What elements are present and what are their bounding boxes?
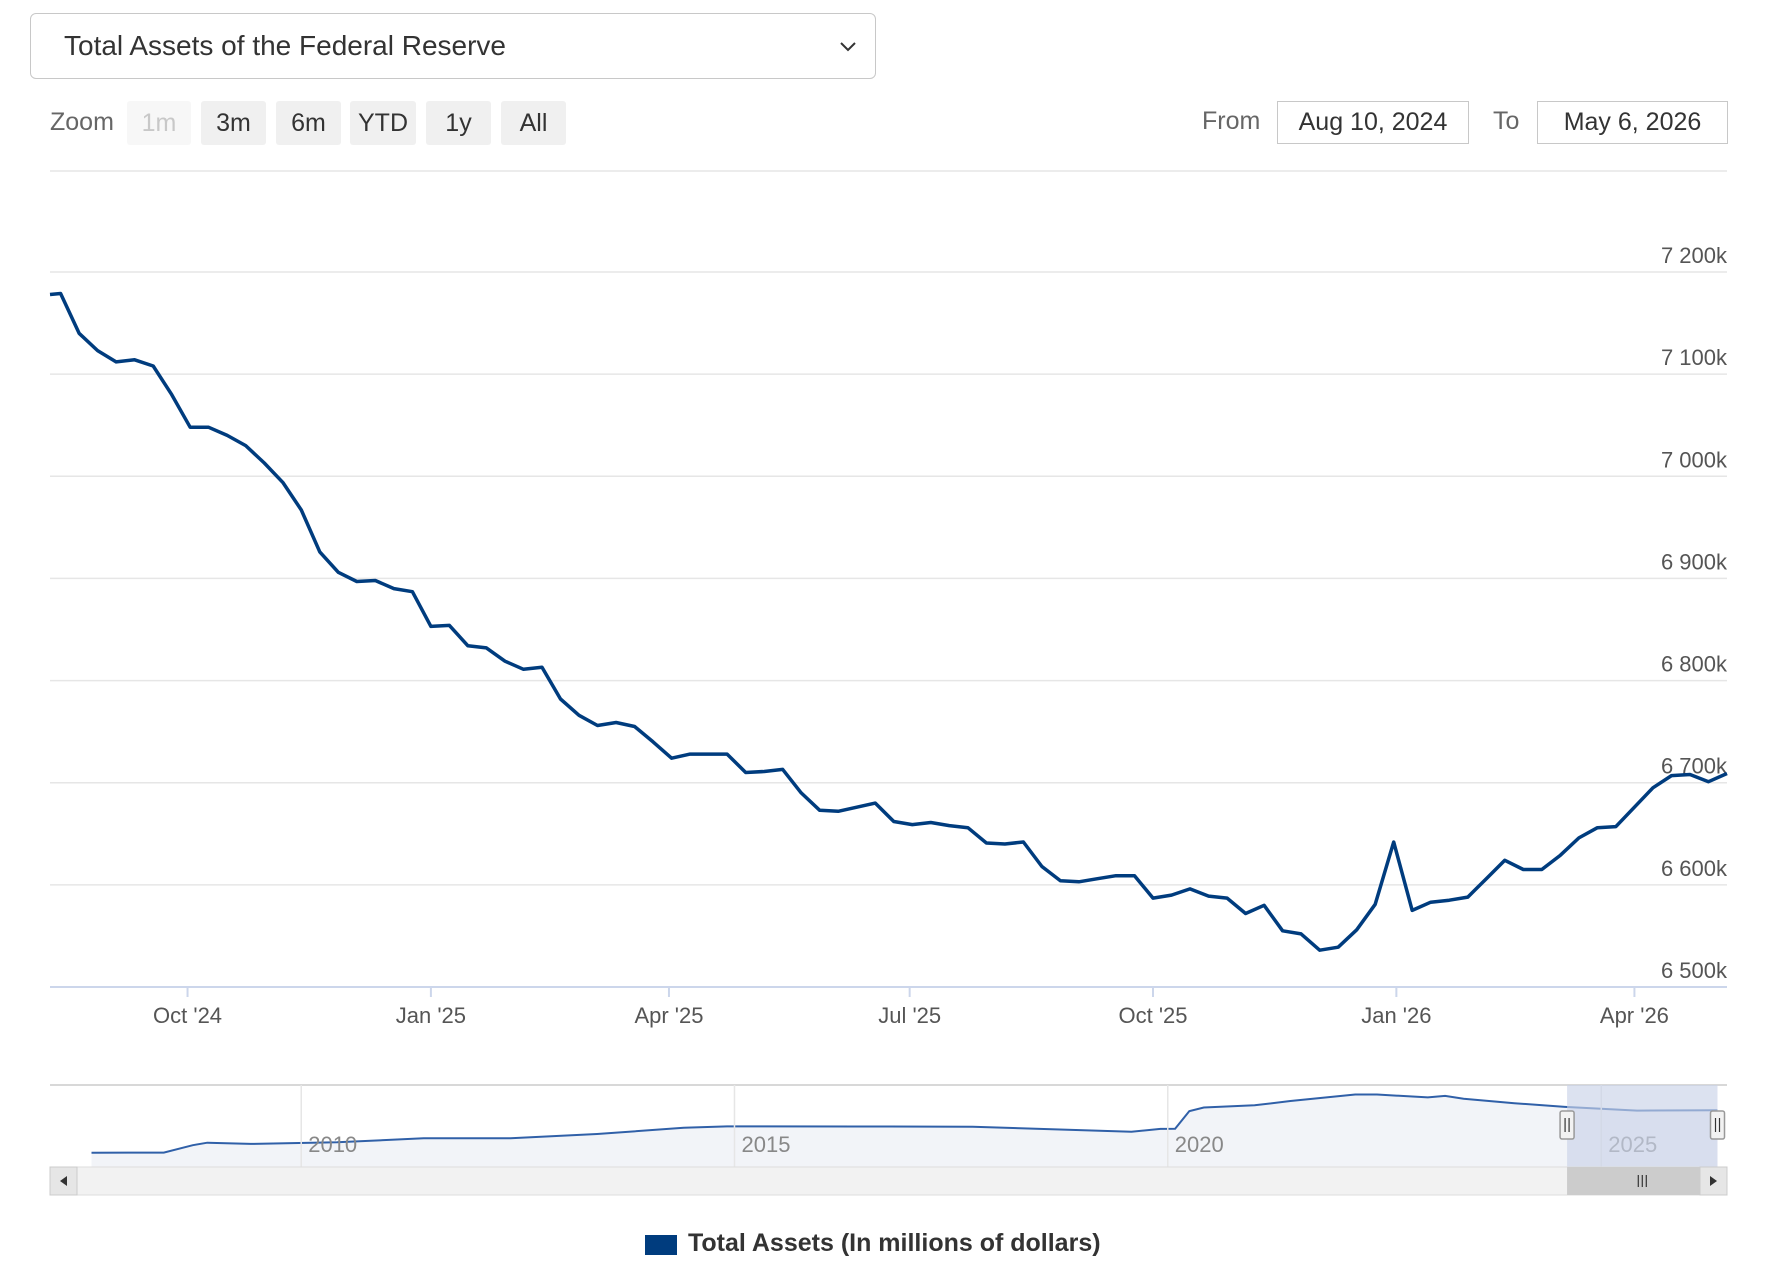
- zoom-all-button[interactable]: All: [501, 101, 566, 145]
- y-tick-label: 6 800k: [1661, 652, 1728, 677]
- y-tick-label: 7 200k: [1661, 243, 1728, 268]
- x-tick-label: Apr '25: [634, 1003, 703, 1028]
- zoom-6m-button[interactable]: 6m: [276, 101, 341, 145]
- navigator-year-label: 2015: [741, 1132, 790, 1157]
- to-date-input[interactable]: May 6, 2026: [1537, 101, 1728, 144]
- y-tick-label: 7 100k: [1661, 345, 1728, 370]
- navigator-left-handle[interactable]: [1559, 1110, 1575, 1140]
- x-tick-label: Jan '26: [1361, 1003, 1431, 1028]
- y-tick-label: 6 900k: [1661, 549, 1728, 574]
- to-label: To: [1493, 107, 1520, 135]
- from-date-input[interactable]: Aug 10, 2024: [1277, 101, 1469, 144]
- y-tick-label: 6 600k: [1661, 856, 1728, 881]
- chevron-down-icon: [840, 42, 856, 52]
- navigator-selection: [1567, 1085, 1718, 1167]
- series-select-value: Total Assets of the Federal Reserve: [64, 30, 506, 61]
- x-tick-label: Apr '26: [1600, 1003, 1669, 1028]
- zoom-1y-button[interactable]: 1y: [426, 101, 491, 145]
- navigator-year-label: 2020: [1175, 1132, 1224, 1157]
- arrow-left-icon: [60, 1176, 67, 1186]
- navigator-area: [91, 1094, 1718, 1167]
- x-tick-label: Jul '25: [878, 1003, 941, 1028]
- y-tick-label: 6 500k: [1661, 958, 1728, 983]
- navigator-right-handle[interactable]: [1709, 1110, 1726, 1140]
- navigator-series-line: [91, 1093, 1718, 1154]
- x-tick-label: Oct '25: [1119, 1003, 1188, 1028]
- series-select[interactable]: Total Assets of the Federal Reserve: [30, 13, 876, 79]
- legend-swatch: [645, 1235, 677, 1255]
- scrollbar-track: [49, 1166, 1728, 1196]
- series-line-total-assets: [49, 291, 1728, 952]
- y-tick-label: 7 000k: [1661, 447, 1728, 472]
- x-tick-label: Jan '25: [396, 1003, 466, 1028]
- zoom-ytd-button[interactable]: YTD: [350, 101, 416, 145]
- from-label: From: [1202, 107, 1261, 135]
- zoom-label: Zoom: [50, 108, 114, 136]
- legend-label: Total Assets (In millions of dollars): [688, 1229, 1101, 1257]
- zoom-1m-button[interactable]: 1m: [127, 101, 191, 145]
- arrow-right-icon: [1710, 1176, 1717, 1186]
- navigator-year-label: 2010: [308, 1132, 357, 1157]
- zoom-3m-button[interactable]: 3m: [201, 101, 266, 145]
- x-tick-label: Oct '24: [153, 1003, 222, 1028]
